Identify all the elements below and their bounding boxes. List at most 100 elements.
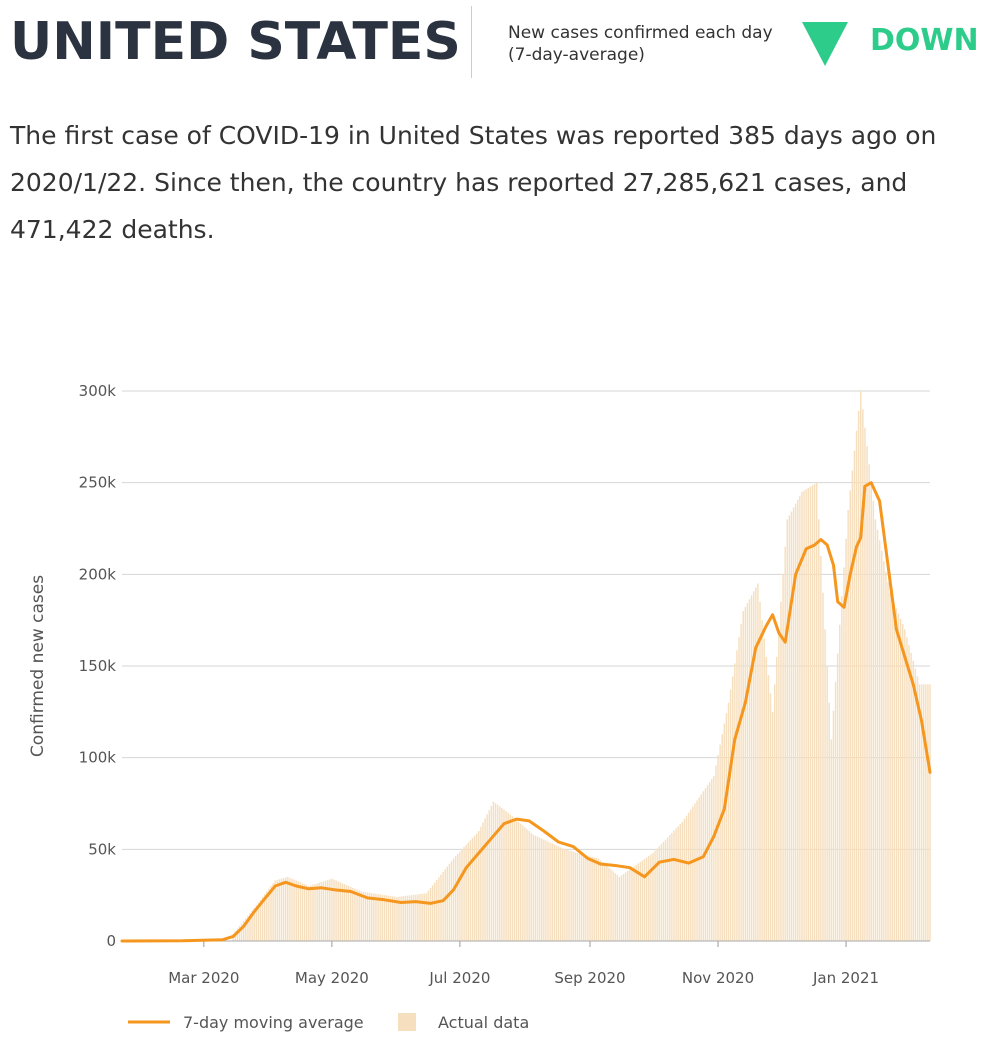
actual-data-bar (551, 843, 553, 941)
actual-data-bar (885, 571, 887, 941)
actual-data-bar (922, 684, 925, 941)
actual-data-bar (851, 470, 854, 941)
actual-data-bar (289, 877, 291, 941)
actual-data-bar (501, 807, 503, 941)
actual-data-bar (295, 880, 297, 941)
actual-data-bar (736, 650, 738, 941)
actual-data-bar (729, 689, 732, 941)
trend-label: New cases confirmed each day (7-day-aver… (508, 23, 773, 65)
x-tick-label: Mar 2020 (168, 969, 239, 987)
actual-data-bar (522, 825, 524, 941)
actual-data-bar (671, 832, 673, 941)
actual-data-bar (517, 821, 520, 941)
actual-data-bar (597, 858, 600, 941)
actual-data-bar (765, 656, 768, 941)
actual-data-bar (547, 841, 549, 941)
actual-data-bar (914, 668, 917, 941)
actual-data-bar (620, 875, 623, 941)
actual-data-bar (780, 601, 782, 941)
actual-data-bar (606, 865, 608, 941)
actual-data-bar (679, 824, 681, 941)
actual-data-bar (335, 880, 337, 941)
actual-data-bar (352, 887, 354, 941)
actual-data-bar (773, 684, 776, 941)
actual-data-bar (641, 860, 644, 941)
actual-data-bar (312, 884, 314, 941)
actual-data-bar (734, 663, 736, 941)
y-tick-label: 250k (79, 474, 117, 492)
trend-status: DOWN (870, 23, 979, 58)
actual-data-bar (238, 925, 241, 941)
actual-data-bar (555, 845, 558, 941)
actual-data-bar (360, 891, 362, 941)
actual-data-bar (767, 675, 770, 941)
actual-data-bar (866, 446, 868, 941)
actual-data-bar (538, 837, 541, 941)
actual-data-bar (593, 857, 595, 941)
actual-data-bar (849, 490, 851, 941)
actual-data-bar (698, 797, 700, 941)
actual-data-bar (480, 826, 482, 941)
actual-data-bar (883, 561, 885, 941)
actual-data-bar (624, 872, 627, 941)
actual-data-bar (746, 603, 749, 941)
actual-data-bar (343, 884, 346, 941)
actual-data-bar (570, 851, 572, 941)
actual-data-bar (496, 804, 499, 941)
actual-data-bar (627, 870, 629, 941)
actual-data-bar (564, 849, 566, 941)
actual-data-bar (929, 684, 931, 941)
y-tick-label: 50k (88, 840, 116, 858)
actual-data-bar (268, 888, 270, 941)
actual-data-bar (784, 546, 786, 941)
actual-data-bar (839, 624, 841, 941)
actual-data-bar (530, 832, 532, 941)
actual-data-bar (385, 895, 388, 941)
actual-data-bar (855, 430, 858, 941)
actual-data-bar (763, 638, 765, 941)
legend-label-moving-average: 7-day moving average (183, 1013, 364, 1032)
actual-data-bar (830, 739, 833, 941)
actual-data-bar (515, 820, 518, 941)
actual-data-bar (293, 879, 295, 941)
actual-data-bar (874, 519, 877, 941)
actual-data-bar (436, 879, 438, 941)
actual-data-bar (440, 874, 442, 941)
actual-data-bar (578, 853, 581, 941)
actual-data-bar (438, 877, 440, 941)
actual-data-bar (580, 853, 583, 941)
actual-data-bar (645, 857, 648, 941)
actual-data-bar (389, 896, 392, 941)
actual-data-bar (394, 896, 396, 941)
actual-data-bar (650, 854, 652, 941)
actual-data-bar (362, 891, 365, 941)
actual-data-bar (358, 890, 360, 941)
actual-data-bar (887, 582, 889, 941)
actual-data-bar (700, 794, 702, 941)
actual-data-bar (901, 624, 904, 941)
actual-data-bar (826, 666, 828, 941)
down-triangle-shape (802, 22, 848, 66)
actual-data-bar (771, 711, 774, 941)
actual-data-bar (664, 839, 667, 941)
actual-data-bar (427, 890, 430, 941)
actual-data-bar (429, 887, 432, 941)
actual-data-bar (799, 495, 801, 941)
actual-data-bar (731, 676, 734, 941)
actual-data-bar (818, 519, 820, 941)
actual-data-bar (685, 815, 688, 941)
actual-data-bar (276, 879, 279, 941)
actual-data-bar (893, 603, 896, 941)
actual-data-bar (639, 861, 642, 941)
actual-data-bar (704, 788, 707, 941)
actual-data-bar (331, 878, 333, 941)
actual-data-bar (822, 592, 824, 941)
actual-data-bar (280, 878, 283, 941)
actual-data-bar (478, 831, 480, 941)
actual-data-bar (251, 910, 253, 941)
actual-data-bar (694, 803, 696, 941)
actual-data-bar (809, 486, 812, 941)
actual-data-bar (421, 893, 423, 941)
actual-data-bar (364, 892, 367, 941)
actual-data-bar (450, 861, 453, 941)
